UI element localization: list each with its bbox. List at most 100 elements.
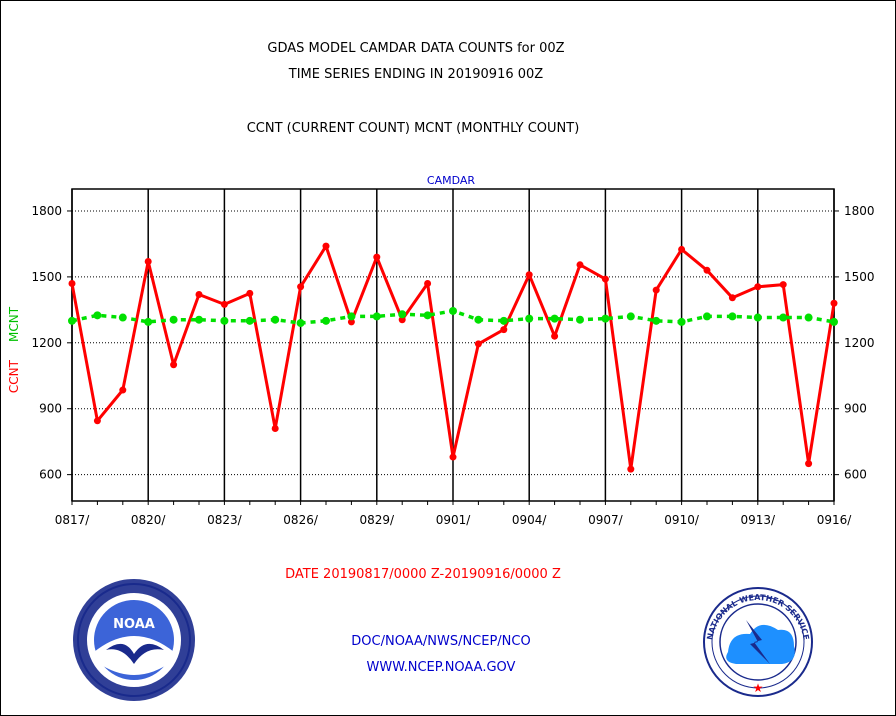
data-point-ccnt [627,465,635,473]
data-point-ccnt [500,326,508,334]
data-point-ccnt [398,316,406,324]
y-tick-label-left: 600 [39,468,62,482]
data-point-ccnt [728,294,736,302]
x-tick-label: 0820/ [131,513,167,527]
data-point-mcnt [779,313,788,322]
data-point-mcnt [245,316,254,325]
data-point-ccnt [779,281,787,289]
data-point-ccnt [551,332,559,340]
y-tick-label-left: 900 [39,402,62,416]
data-point-ccnt [525,271,533,279]
y-tick-label-left: 1500 [31,270,62,284]
data-point-mcnt [118,313,127,322]
data-point-mcnt [322,316,330,325]
data-point-ccnt [576,261,584,269]
data-point-ccnt [93,417,101,425]
data-point-mcnt [296,319,305,328]
x-tick-label: 0907/ [588,513,624,527]
data-point-ccnt [170,361,178,369]
data-point-mcnt [195,315,203,324]
data-point-ccnt [297,283,305,291]
x-tick-label: 0916/ [817,513,853,527]
y-tick-label-right: 1500 [844,270,875,284]
data-point-ccnt [271,424,279,432]
x-tick-label: 0829/ [360,513,396,527]
data-point-mcnt [271,315,280,324]
data-point-ccnt [119,386,127,394]
plot-title: CAMDAR [427,174,475,187]
x-tick-label: 0817/ [55,513,91,527]
data-point-mcnt [474,315,483,324]
data-point-mcnt [728,312,737,321]
data-point-ccnt [195,290,203,298]
data-point-mcnt [703,312,711,321]
data-point-mcnt [830,317,838,326]
y-tick-label-left: 1800 [31,204,62,218]
data-point-mcnt [398,310,407,319]
x-tick-label: 0823/ [207,513,243,527]
data-point-ccnt [601,275,609,283]
data-point-mcnt [144,317,153,326]
data-point-ccnt [424,279,432,287]
data-point-mcnt [753,313,762,322]
data-point-ccnt [449,453,457,461]
series-layer [68,242,838,473]
data-point-ccnt [246,289,254,297]
data-point-ccnt [347,318,355,326]
y-tick-label-right: 1800 [844,204,875,218]
y-tick-label-right: 900 [844,402,867,416]
data-point-ccnt [703,266,711,274]
y-tick-label-right: 600 [844,468,867,482]
data-point-mcnt [804,313,813,322]
x-tick-label: 0910/ [664,513,700,527]
data-point-mcnt [576,315,584,324]
chart-title-line-1: GDAS MODEL CAMDAR DATA COUNTS for 00Z [267,41,564,56]
data-point-mcnt [93,311,102,320]
data-point-mcnt [169,315,178,324]
axes-layer [67,188,839,505]
data-point-mcnt [677,317,686,326]
x-tick-label: 0904/ [512,513,548,527]
data-point-ccnt [652,286,660,294]
data-point-ccnt [68,279,76,287]
data-point-ccnt [220,300,228,308]
data-point-mcnt [601,314,610,323]
data-point-ccnt [373,253,381,261]
date-range-label: DATE 20190817/0000 Z-20190916/0000 Z [285,567,561,582]
y-tick-label-left: 1200 [31,336,62,350]
y-tick-label-right: 1200 [844,336,875,350]
y-axis-label-mcnt: MCNT [7,306,21,342]
data-point-mcnt [525,314,534,323]
data-point-ccnt [830,299,838,307]
noaa-logo-text: NOAA [113,617,155,632]
data-point-mcnt [220,316,229,325]
x-tick-label: 0901/ [436,513,472,527]
data-point-mcnt [652,316,661,325]
x-tick-label: 0826/ [283,513,319,527]
data-point-ccnt [322,242,330,250]
tick-labels-layer: 600 600 900 900 1200 1200 1500 1500 1800 1800 0817… [31,204,874,527]
data-point-mcnt [550,314,559,323]
data-point-mcnt [499,316,508,325]
chart-subtitle: CCNT (CURRENT COUNT) MCNT (MONTHLY COUNT… [247,121,580,136]
data-point-ccnt [144,258,152,266]
data-point-mcnt [423,311,432,320]
org-line: DOC/NOAA/NWS/NCEP/NCO [351,634,530,649]
data-point-mcnt [347,312,356,321]
data-point-mcnt [372,312,381,321]
data-point-ccnt [474,340,482,348]
x-tick-label: 0913/ [741,513,777,527]
nws-logo: ★ NATIONAL WEATHER SERVICE [703,587,813,697]
plot-border [71,188,835,502]
data-point-mcnt [68,316,76,325]
noaa-logo: NOAA [73,579,195,701]
data-point-ccnt [754,283,762,291]
data-point-ccnt [805,460,813,468]
svg-text:★: ★ [753,681,764,695]
chart-title-line-2: TIME SERIES ENDING IN 20190916 00Z [288,67,544,82]
data-point-mcnt [449,306,457,315]
y-axis-label-ccnt: CCNT [7,359,21,393]
data-point-ccnt [678,245,686,253]
url-line: WWW.NCEP.NOAA.GOV [367,660,516,675]
